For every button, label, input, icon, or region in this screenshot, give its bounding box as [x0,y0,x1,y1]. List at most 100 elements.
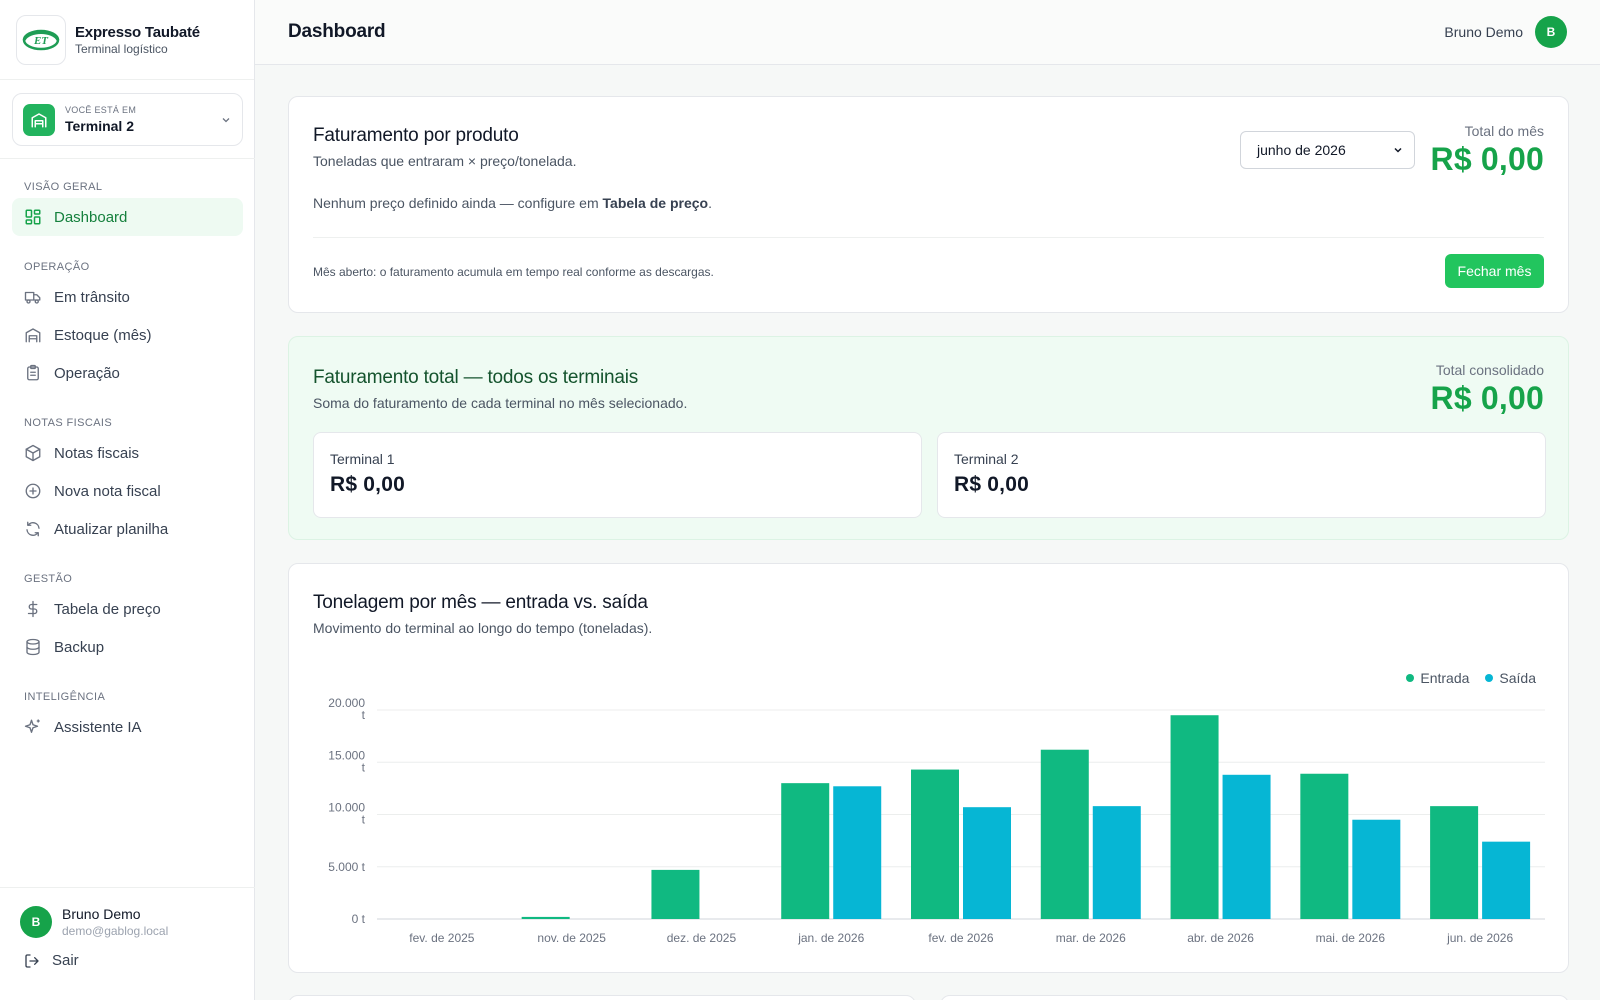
next-card-right [940,995,1569,1000]
sidebar-item-label: Tabela de preço [54,600,161,618]
y-tick-label: 20.000 [328,696,365,710]
dollar-icon [27,600,38,618]
x-tick-label: jan. de 2026 [797,931,864,945]
truck-icon [24,291,41,304]
sidebar-item-label: Assistente IA [54,718,142,736]
sidebar-item-dashboard[interactable]: Dashboard [12,198,243,236]
card-title: Faturamento por produto [313,125,519,146]
sidebar-item-nova-nota[interactable]: Nova nota fiscal [12,472,243,510]
grid-icon [25,209,41,225]
avatar: B [20,906,52,938]
brand-subtitle: Terminal logístico [75,41,168,56]
clipboard-icon [27,364,39,381]
bar-entrada [651,869,700,919]
month-total-caption: Total do mês [1464,123,1544,139]
brand-logo: ET [16,14,66,65]
legend-item-entrada[interactable]: Entrada [1406,670,1469,686]
y-tick-label: 10.000 [328,801,365,815]
x-tick-label: dez. de 2025 [667,931,737,945]
sidebar-item-tabela-preco[interactable]: Tabela de preço [12,590,243,628]
plus-circle-icon [25,483,41,499]
month-total: Total do mês R$ 0,00 [1431,123,1544,178]
bar-saida [1482,841,1531,919]
x-tick-label: nov. de 2025 [537,931,606,945]
sidebar: ET Expresso Taubaté Terminal logístico V… [0,0,255,1000]
top-user-menu[interactable]: Bruno Demo B [1444,16,1567,48]
nav-section-title: GESTÃO [24,573,73,585]
topbar: Dashboard Bruno Demo B [255,0,1600,65]
sidebar-nav: VISÃO GERAL Dashboard OPERAÇÃO Em trânsi… [12,168,243,746]
y-tick-label: 5.000 t [328,860,365,874]
x-tick-label: jun. de 2026 [1446,931,1513,945]
terminal-2-card: Terminal 2 R$ 0,00 [937,432,1546,518]
refresh-icon [26,521,40,537]
consolidated-total: Total consolidado R$ 0,00 [1431,362,1544,417]
sidebar-footer: B Bruno Demo demo@gablog.local Sair [0,887,255,1000]
legend-dot [1485,674,1494,682]
terminal-selector[interactable]: VOCÊ ESTÁ EM Terminal 2 [12,93,243,146]
legend-label: Saída [1499,670,1536,686]
month-select[interactable]: junho de 2026 [1240,131,1415,169]
sidebar-item-notas-fiscais[interactable]: Notas fiscais [12,434,243,472]
x-tick-label: fev. de 2026 [928,931,993,945]
terminal-value: R$ 0,00 [330,473,405,496]
brand: ET Expresso Taubaté Terminal logístico [0,0,254,80]
sidebar-item-label: Atualizar planilha [54,520,169,538]
user-profile[interactable]: B Bruno Demo demo@gablog.local [0,888,255,938]
y-tick-label: 15.000 [328,748,365,762]
sidebar-item-label: Estoque (mês) [54,326,152,344]
bar-entrada [1040,749,1089,919]
bar-saida [1092,806,1141,919]
y-tick-label: 0 t [352,912,366,926]
database-icon [26,638,40,656]
bar-saida [833,786,882,919]
billing-total-card: Faturamento total — todos os terminais S… [288,336,1569,540]
next-card-left [288,995,916,1000]
close-month-button[interactable]: Fechar mês [1445,254,1544,288]
nav-section-title: INTELIGÊNCIA [24,691,106,703]
bar-saida [1222,774,1271,919]
bar-saida [1352,819,1401,919]
chevron-down-icon [1394,147,1402,153]
empty-price-note: Nenhum preço definido ainda — configure … [313,195,712,211]
sidebar-item-operacao[interactable]: Operação [12,354,243,392]
sparkles-icon [24,719,40,733]
legend-item-saida[interactable]: Saída [1485,670,1536,686]
card-subtitle: Movimento do terminal ao longo do tempo … [313,620,653,636]
terminal-caption: VOCÊ ESTÁ EM [65,105,137,115]
tonnage-chart-card: 0 t 5.000 t 10.000 t 15.000 t 20.000 t fev. de 2… [288,563,1569,973]
bar-entrada [1430,806,1479,919]
bar-entrada [781,783,830,919]
nav-section-title: OPERAÇÃO [24,261,90,273]
terminal-1-card: Terminal 1 R$ 0,00 [313,432,922,518]
y-tick-unit: t [362,708,366,722]
sidebar-item-atualizar-planilha[interactable]: Atualizar planilha [12,510,243,548]
sidebar-item-label: Nova nota fiscal [54,482,161,500]
empty-note-suffix: . [708,195,712,211]
terminal-name: Terminal 2 [65,118,134,134]
bar-entrada [521,916,570,919]
bar-saida [963,807,1011,919]
warehouse-icon [23,103,55,136]
billing-by-product-card: Faturamento por produto Toneladas que en… [288,96,1569,313]
sidebar-item-label: Em trânsito [54,288,130,306]
sidebar-item-estoque[interactable]: Estoque (mês) [12,316,243,354]
page-title: Dashboard [288,21,386,42]
month-total-value: R$ 0,00 [1430,141,1544,177]
avatar: B [1535,16,1567,48]
price-table-link[interactable]: Tabela de preço [602,195,709,211]
sidebar-item-assistente-ia[interactable]: Assistente IA [12,708,243,746]
sidebar-item-em-transito[interactable]: Em trânsito [12,278,243,316]
svg-text:ET: ET [33,35,49,47]
terminal-label: Terminal 2 [954,451,1019,467]
empty-note-text: Nenhum preço definido ainda — configure … [313,195,603,211]
x-tick-label: abr. de 2026 [1187,931,1254,945]
sidebar-item-backup[interactable]: Backup [12,628,243,666]
card-title: Faturamento total — todos os terminais [313,367,639,388]
logout-button[interactable]: Sair [0,938,255,969]
terminal-value: R$ 0,00 [954,473,1029,496]
brand-name: Expresso Taubaté [75,23,200,41]
chevron-down-icon [222,117,230,122]
card-title: Tonelagem por mês — entrada vs. saída [313,592,648,613]
